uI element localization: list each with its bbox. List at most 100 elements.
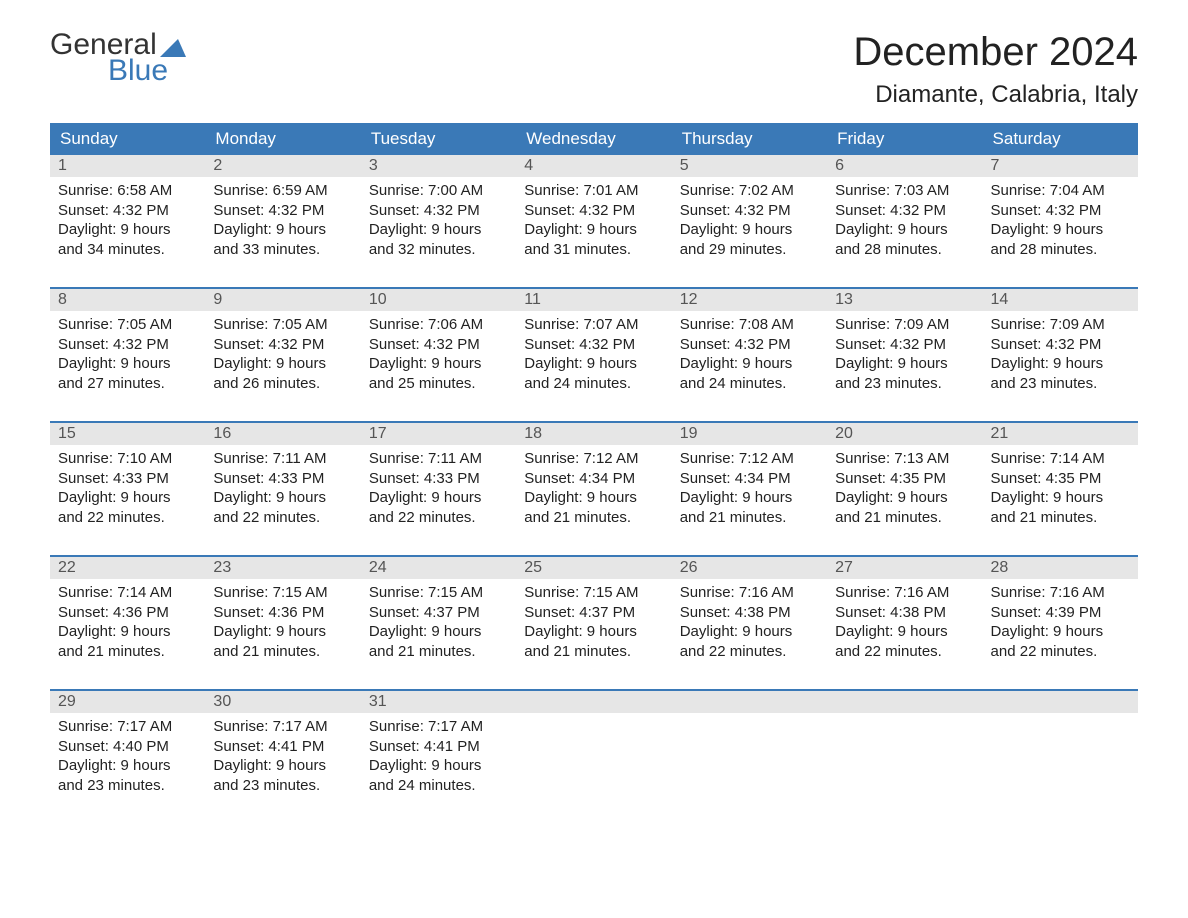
day1-text: Daylight: 9 hours bbox=[835, 354, 974, 374]
day-details: Sunrise: 7:17 AMSunset: 4:40 PMDaylight:… bbox=[50, 713, 205, 801]
day2-text: and 24 minutes. bbox=[680, 374, 819, 394]
sunrise-text: Sunrise: 7:15 AM bbox=[369, 583, 508, 603]
day-details: Sunrise: 7:17 AMSunset: 4:41 PMDaylight:… bbox=[361, 713, 516, 801]
day1-text: Daylight: 9 hours bbox=[991, 220, 1130, 240]
day1-text: Daylight: 9 hours bbox=[58, 488, 197, 508]
day-number: 3 bbox=[361, 155, 516, 177]
day-number: 13 bbox=[827, 289, 982, 311]
day-details: Sunrise: 7:11 AMSunset: 4:33 PMDaylight:… bbox=[205, 445, 360, 533]
day2-text: and 24 minutes. bbox=[524, 374, 663, 394]
calendar-day: 26Sunrise: 7:16 AMSunset: 4:38 PMDayligh… bbox=[672, 557, 827, 677]
calendar-day: 13Sunrise: 7:09 AMSunset: 4:32 PMDayligh… bbox=[827, 289, 982, 409]
day-number: 14 bbox=[983, 289, 1138, 311]
calendar-day: 23Sunrise: 7:15 AMSunset: 4:36 PMDayligh… bbox=[205, 557, 360, 677]
sunrise-text: Sunrise: 7:07 AM bbox=[524, 315, 663, 335]
day-number: 17 bbox=[361, 423, 516, 445]
day-number: 1 bbox=[50, 155, 205, 177]
calendar-day: 24Sunrise: 7:15 AMSunset: 4:37 PMDayligh… bbox=[361, 557, 516, 677]
sunrise-text: Sunrise: 7:12 AM bbox=[524, 449, 663, 469]
day-details: Sunrise: 7:16 AMSunset: 4:38 PMDaylight:… bbox=[827, 579, 982, 667]
calendar-day: 12Sunrise: 7:08 AMSunset: 4:32 PMDayligh… bbox=[672, 289, 827, 409]
day1-text: Daylight: 9 hours bbox=[369, 622, 508, 642]
day1-text: Daylight: 9 hours bbox=[58, 220, 197, 240]
sunset-text: Sunset: 4:39 PM bbox=[991, 603, 1130, 623]
calendar-day: 18Sunrise: 7:12 AMSunset: 4:34 PMDayligh… bbox=[516, 423, 671, 543]
day-number: 19 bbox=[672, 423, 827, 445]
day-number: 26 bbox=[672, 557, 827, 579]
day1-text: Daylight: 9 hours bbox=[369, 488, 508, 508]
calendar-day: 30Sunrise: 7:17 AMSunset: 4:41 PMDayligh… bbox=[205, 691, 360, 811]
sunrise-text: Sunrise: 7:17 AM bbox=[213, 717, 352, 737]
day2-text: and 21 minutes. bbox=[524, 642, 663, 662]
sunrise-text: Sunrise: 7:15 AM bbox=[213, 583, 352, 603]
sunrise-text: Sunrise: 7:16 AM bbox=[991, 583, 1130, 603]
day1-text: Daylight: 9 hours bbox=[213, 488, 352, 508]
day-details: Sunrise: 7:06 AMSunset: 4:32 PMDaylight:… bbox=[361, 311, 516, 399]
day-number: 8 bbox=[50, 289, 205, 311]
day1-text: Daylight: 9 hours bbox=[369, 756, 508, 776]
day1-text: Daylight: 9 hours bbox=[835, 622, 974, 642]
sunset-text: Sunset: 4:32 PM bbox=[991, 335, 1130, 355]
day-details: Sunrise: 7:01 AMSunset: 4:32 PMDaylight:… bbox=[516, 177, 671, 265]
day-details: Sunrise: 7:05 AMSunset: 4:32 PMDaylight:… bbox=[50, 311, 205, 399]
day1-text: Daylight: 9 hours bbox=[680, 354, 819, 374]
day2-text: and 21 minutes. bbox=[835, 508, 974, 528]
day-number: 25 bbox=[516, 557, 671, 579]
sunset-text: Sunset: 4:41 PM bbox=[213, 737, 352, 757]
day2-text: and 26 minutes. bbox=[213, 374, 352, 394]
day1-text: Daylight: 9 hours bbox=[524, 488, 663, 508]
day2-text: and 29 minutes. bbox=[680, 240, 819, 260]
day-number: 29 bbox=[50, 691, 205, 713]
day1-text: Daylight: 9 hours bbox=[524, 354, 663, 374]
calendar-page: General Blue December 2024 Diamante, Cal… bbox=[0, 0, 1188, 841]
day-number: 24 bbox=[361, 557, 516, 579]
day2-text: and 21 minutes. bbox=[213, 642, 352, 662]
day2-text: and 23 minutes. bbox=[213, 776, 352, 796]
brand-word-2: Blue bbox=[108, 54, 186, 88]
day2-text: and 22 minutes. bbox=[835, 642, 974, 662]
day1-text: Daylight: 9 hours bbox=[369, 354, 508, 374]
day1-text: Daylight: 9 hours bbox=[524, 622, 663, 642]
day-number: 21 bbox=[983, 423, 1138, 445]
calendar-day: 21Sunrise: 7:14 AMSunset: 4:35 PMDayligh… bbox=[983, 423, 1138, 543]
day1-text: Daylight: 9 hours bbox=[991, 354, 1130, 374]
day2-text: and 22 minutes. bbox=[213, 508, 352, 528]
day-number bbox=[983, 691, 1138, 713]
calendar-day: 11Sunrise: 7:07 AMSunset: 4:32 PMDayligh… bbox=[516, 289, 671, 409]
sunset-text: Sunset: 4:34 PM bbox=[524, 469, 663, 489]
sunrise-text: Sunrise: 7:03 AM bbox=[835, 181, 974, 201]
calendar-day: 10Sunrise: 7:06 AMSunset: 4:32 PMDayligh… bbox=[361, 289, 516, 409]
day-details: Sunrise: 7:14 AMSunset: 4:36 PMDaylight:… bbox=[50, 579, 205, 667]
day1-text: Daylight: 9 hours bbox=[991, 488, 1130, 508]
calendar-day: 19Sunrise: 7:12 AMSunset: 4:34 PMDayligh… bbox=[672, 423, 827, 543]
sunrise-text: Sunrise: 7:01 AM bbox=[524, 181, 663, 201]
day2-text: and 27 minutes. bbox=[58, 374, 197, 394]
dow-saturday: Saturday bbox=[983, 123, 1138, 155]
day2-text: and 24 minutes. bbox=[369, 776, 508, 796]
day-number: 16 bbox=[205, 423, 360, 445]
day2-text: and 28 minutes. bbox=[835, 240, 974, 260]
calendar-day: 8Sunrise: 7:05 AMSunset: 4:32 PMDaylight… bbox=[50, 289, 205, 409]
day2-text: and 21 minutes. bbox=[680, 508, 819, 528]
dow-sunday: Sunday bbox=[50, 123, 205, 155]
calendar-day: 4Sunrise: 7:01 AMSunset: 4:32 PMDaylight… bbox=[516, 155, 671, 275]
day2-text: and 31 minutes. bbox=[524, 240, 663, 260]
day-number: 5 bbox=[672, 155, 827, 177]
sunset-text: Sunset: 4:32 PM bbox=[524, 201, 663, 221]
sunrise-text: Sunrise: 7:08 AM bbox=[680, 315, 819, 335]
day-details: Sunrise: 7:02 AMSunset: 4:32 PMDaylight:… bbox=[672, 177, 827, 265]
day-number: 28 bbox=[983, 557, 1138, 579]
day1-text: Daylight: 9 hours bbox=[835, 488, 974, 508]
calendar-day: 1Sunrise: 6:58 AMSunset: 4:32 PMDaylight… bbox=[50, 155, 205, 275]
calendar-day: 16Sunrise: 7:11 AMSunset: 4:33 PMDayligh… bbox=[205, 423, 360, 543]
day-number: 4 bbox=[516, 155, 671, 177]
dow-monday: Monday bbox=[205, 123, 360, 155]
sunrise-text: Sunrise: 7:02 AM bbox=[680, 181, 819, 201]
calendar-day: 31Sunrise: 7:17 AMSunset: 4:41 PMDayligh… bbox=[361, 691, 516, 811]
day-number bbox=[516, 691, 671, 713]
sunset-text: Sunset: 4:32 PM bbox=[213, 335, 352, 355]
day-details: Sunrise: 7:17 AMSunset: 4:41 PMDaylight:… bbox=[205, 713, 360, 801]
calendar-week: 15Sunrise: 7:10 AMSunset: 4:33 PMDayligh… bbox=[50, 421, 1138, 543]
sunrise-text: Sunrise: 7:06 AM bbox=[369, 315, 508, 335]
day-details: Sunrise: 7:05 AMSunset: 4:32 PMDaylight:… bbox=[205, 311, 360, 399]
